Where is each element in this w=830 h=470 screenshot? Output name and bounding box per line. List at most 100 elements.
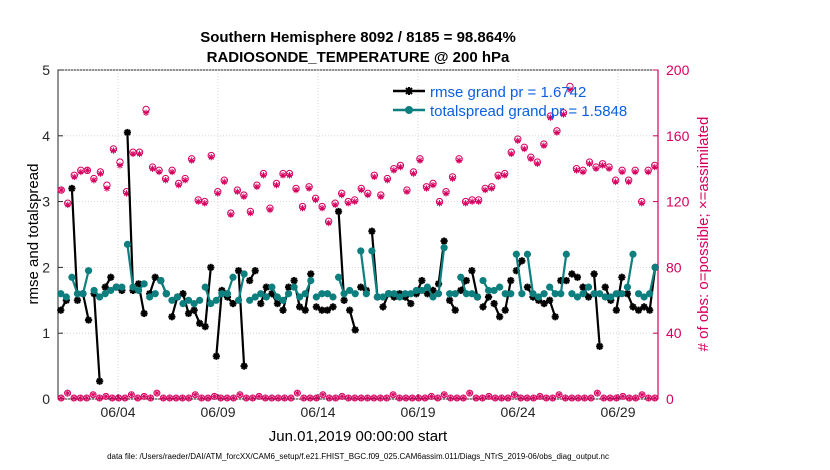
spread-point [507,290,515,298]
obs-low-point-asm [441,392,447,398]
rmse-point [184,309,193,318]
spread-point [290,283,298,291]
spread-point [179,299,187,308]
rmse-point [84,316,93,324]
spread-point [396,293,404,301]
rmse-point [140,309,148,318]
obs-low-point-asm [211,393,217,399]
obs-assimilated-point [599,162,606,169]
rmse-point [612,306,620,314]
spread-point [190,299,198,308]
obs-low-point [619,392,627,400]
obs-low-point-asm [505,395,511,401]
spread-point [523,250,532,258]
obs-low-point-asm [352,395,358,401]
rmse-point [234,267,243,275]
obs-low-point [332,394,340,402]
rmse-point [168,313,176,321]
obs-assimilated-point [240,193,248,200]
obs-low-point-asm [556,392,562,398]
rmse-point [201,323,209,331]
obs-assimilated-point [371,173,378,181]
obs-low-point-asm [269,395,275,401]
rmse-point [196,319,204,327]
spread-point [279,296,287,304]
plot-frame [57,69,659,400]
spread-point [284,290,293,298]
obs-low-point-asm [231,395,237,401]
rmse-point [307,270,315,278]
obs-assimilated-point [292,186,300,194]
obs-low-point-asm [135,395,141,401]
obs-low-point [613,394,621,402]
obs-low-point-asm [288,395,294,401]
y-tick-label-right: 120 [666,194,690,210]
obs-low-point-asm [594,390,600,396]
obs-assimilated-point [638,200,645,207]
obs-low-point-asm [173,395,179,401]
obs-low-point-asm [620,393,626,399]
obs-low-point-asm [492,395,498,401]
rmse-point [334,207,343,216]
obs-assimilated-point [364,191,371,199]
obs-assimilated-point [155,168,163,176]
obs-assimilated-point [351,198,358,205]
obs-assimilated-point [560,111,567,118]
obs-low-point [83,394,91,402]
spread-point [601,293,609,301]
obs-low-point-asm [307,395,313,401]
spread-point [212,296,220,304]
obs-low-point-asm [205,395,211,401]
obs-low-point [632,394,640,402]
spread-point [173,293,182,301]
rmse-point [73,296,82,304]
obs-assimilated-point [410,170,417,177]
spread-point [129,283,137,291]
y-tick-label-right: 160 [666,128,690,144]
obs-low-point-asm [645,395,651,401]
rmse-point [257,299,265,308]
spread-point [196,296,204,304]
rmse-point [629,303,637,311]
obs-low-point-asm [607,395,613,401]
obs-assimilated-point [279,172,287,179]
rmse-point [301,306,309,314]
rmse-point [468,267,476,275]
obs-low-point [651,394,659,402]
spread-point [534,293,543,301]
obs-low-point-asm [345,395,351,401]
obs-assimilated-point [110,147,117,154]
rmse-point [96,377,104,385]
obs-low-point [421,394,429,402]
obs-assimilated-point [540,142,548,149]
obs-assimilated-point [273,181,280,189]
obs-assimilated-point [345,200,352,207]
obs-low-point-asm [84,395,90,401]
obs-low-point-asm [103,393,109,399]
rmse-point [479,303,487,311]
obs-assimilated-point [442,190,450,197]
spread-point [79,290,87,298]
obs-low-point [459,394,467,402]
obs-assimilated-point [90,177,98,184]
y-tick-label-left: 3 [42,194,50,210]
spread-point [551,290,559,298]
obs-low-point-asm [358,395,364,401]
obs-assimilated-point [208,153,215,161]
plot-area: 0 1 2 3 4 5 0 40 80 120 160 200 06/04 06/09 06/14 06/19… [42,62,689,420]
obs-low-point-asm [562,395,568,401]
spread-point [512,250,520,258]
obs-low-point [64,389,72,397]
obs-assimilated-point [188,157,195,164]
obs-low-point-asm [96,395,102,401]
spread-point [518,290,526,298]
rmse-point [368,227,376,235]
obs-assimilated-point [260,172,267,179]
obs-assimilated-point [247,209,254,217]
spread-point [590,290,598,298]
obs-low-point-asm [403,395,409,401]
obs-low-point [383,394,391,402]
rmse-point [418,276,426,285]
spread-point [651,263,659,271]
spread-point [123,240,132,248]
